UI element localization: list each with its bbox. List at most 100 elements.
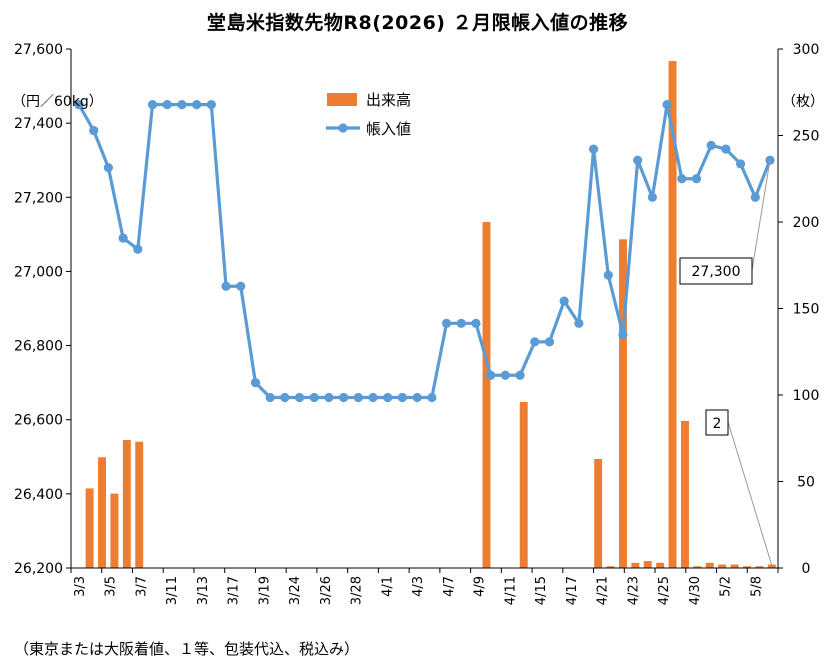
- left-tick-label: 27,000: [14, 264, 63, 280]
- x-tick-label: 4/7: [442, 576, 457, 597]
- callout-volume-leader: [727, 421, 773, 567]
- volume-bar: [98, 457, 106, 568]
- volume-bar: [668, 61, 677, 569]
- x-tick-label: 4/21: [596, 576, 611, 605]
- settlement-point: [647, 192, 657, 202]
- volume-bar: [693, 566, 702, 568]
- volume-bar: [519, 401, 528, 568]
- settlement-point: [530, 337, 540, 347]
- settlement-point: [691, 174, 702, 184]
- settlement-point: [353, 392, 363, 403]
- settlement-point: [280, 392, 290, 403]
- settlement-point: [368, 392, 378, 403]
- settlement-point: [750, 192, 760, 202]
- volume-bar: [631, 562, 640, 568]
- volume-bar: [705, 562, 714, 568]
- settlement-point: [500, 370, 510, 380]
- volume-bar: [718, 564, 727, 568]
- left-tick-label: 27,600: [14, 42, 63, 58]
- legend-price-label: 帳入値: [366, 120, 411, 138]
- x-tick-label: 4/1: [380, 576, 395, 597]
- settlement-point: [192, 100, 202, 110]
- settlement-point: [412, 392, 422, 403]
- settlement-point: [486, 370, 496, 380]
- settlement-point: [339, 392, 349, 403]
- volume-bar: [606, 566, 615, 568]
- settlement-point: [677, 174, 687, 184]
- settlement-point: [118, 233, 128, 243]
- right-unit-label: （枚）: [782, 94, 824, 110]
- left-tick-label: 26,200: [14, 561, 63, 577]
- settlement-point: [456, 318, 466, 328]
- volume-bar: [681, 420, 689, 568]
- volume-bar: [594, 459, 603, 568]
- legend-volume-swatch: [327, 93, 357, 106]
- right-tick-label: 0: [802, 561, 811, 577]
- right-tick-label: 200: [793, 215, 820, 231]
- x-tick-label: 3/24: [288, 576, 303, 605]
- settlement-point: [221, 281, 231, 291]
- settlement-point: [294, 392, 305, 403]
- settlement-point: [618, 329, 628, 340]
- footnote: （東京または大阪着値、１等、包装代込、税込み）: [14, 640, 360, 658]
- settlement-point: [147, 100, 158, 110]
- settlement-point: [89, 125, 99, 136]
- settlement-point: [471, 318, 481, 328]
- x-tick-label: 3/7: [134, 576, 149, 597]
- right-tick-label: 300: [793, 42, 820, 58]
- legend-price-marker: [338, 123, 348, 133]
- volume-bar: [110, 493, 119, 568]
- callout-price-text: 27,300: [692, 264, 741, 280]
- settlement-point: [383, 392, 393, 403]
- settlement-point: [162, 100, 172, 110]
- settlement-point: [177, 100, 187, 110]
- settlement-point: [588, 144, 599, 154]
- x-tick-label: 4/23: [626, 576, 641, 605]
- x-tick-label: 3/3: [73, 576, 88, 597]
- settlement-point: [206, 100, 216, 110]
- volume-bar: [618, 239, 627, 569]
- x-tick-label: 3/13: [196, 576, 211, 605]
- volume-bar: [85, 488, 94, 568]
- settlement-point: [236, 281, 246, 291]
- x-tick-label: 3/28: [350, 576, 365, 605]
- left-unit-label: （円／60kg）: [12, 94, 103, 110]
- callout-price-leader: [751, 160, 771, 271]
- settlement-point: [574, 318, 584, 328]
- volume-bar: [135, 441, 144, 568]
- settlement-point: [544, 337, 555, 347]
- x-tick-label: 4/25: [657, 576, 672, 605]
- callout-volume-text: 2: [713, 416, 722, 432]
- x-tick-label: 5/8: [749, 576, 764, 597]
- x-tick-label: 3/11: [165, 576, 180, 605]
- settlement-point: [662, 100, 672, 110]
- x-tick-label: 4/17: [565, 576, 580, 605]
- x-tick-label: 3/19: [257, 576, 272, 605]
- left-tick-label: 26,800: [14, 339, 63, 355]
- volume-bar: [482, 222, 491, 568]
- volume-bar: [755, 566, 764, 568]
- right-tick-label: 50: [797, 475, 815, 491]
- settlement-line: [77, 103, 772, 400]
- right-tick-label: 150: [793, 302, 820, 318]
- callout-volume-box: [705, 409, 729, 436]
- x-tick-label: 5/2: [719, 576, 734, 597]
- settlement-point: [103, 163, 114, 173]
- settlement-point: [133, 244, 143, 254]
- settlement-point: [74, 100, 84, 110]
- settlement-point: [250, 378, 261, 388]
- volume-bar: [122, 439, 131, 568]
- settlement-point: [603, 270, 613, 280]
- left-tick-label: 26,400: [14, 487, 63, 503]
- settlement-point: [515, 370, 525, 380]
- settlement-point: [721, 144, 731, 154]
- settlement-point: [324, 392, 334, 403]
- x-tick-label: 4/30: [688, 576, 703, 605]
- right-tick-label: 100: [793, 388, 820, 404]
- x-tick-label: 3/5: [104, 576, 119, 597]
- settlement-point: [427, 392, 437, 403]
- left-tick-label: 27,200: [14, 190, 63, 206]
- left-tick-label: 26,600: [14, 413, 63, 429]
- settlement-point: [765, 155, 775, 165]
